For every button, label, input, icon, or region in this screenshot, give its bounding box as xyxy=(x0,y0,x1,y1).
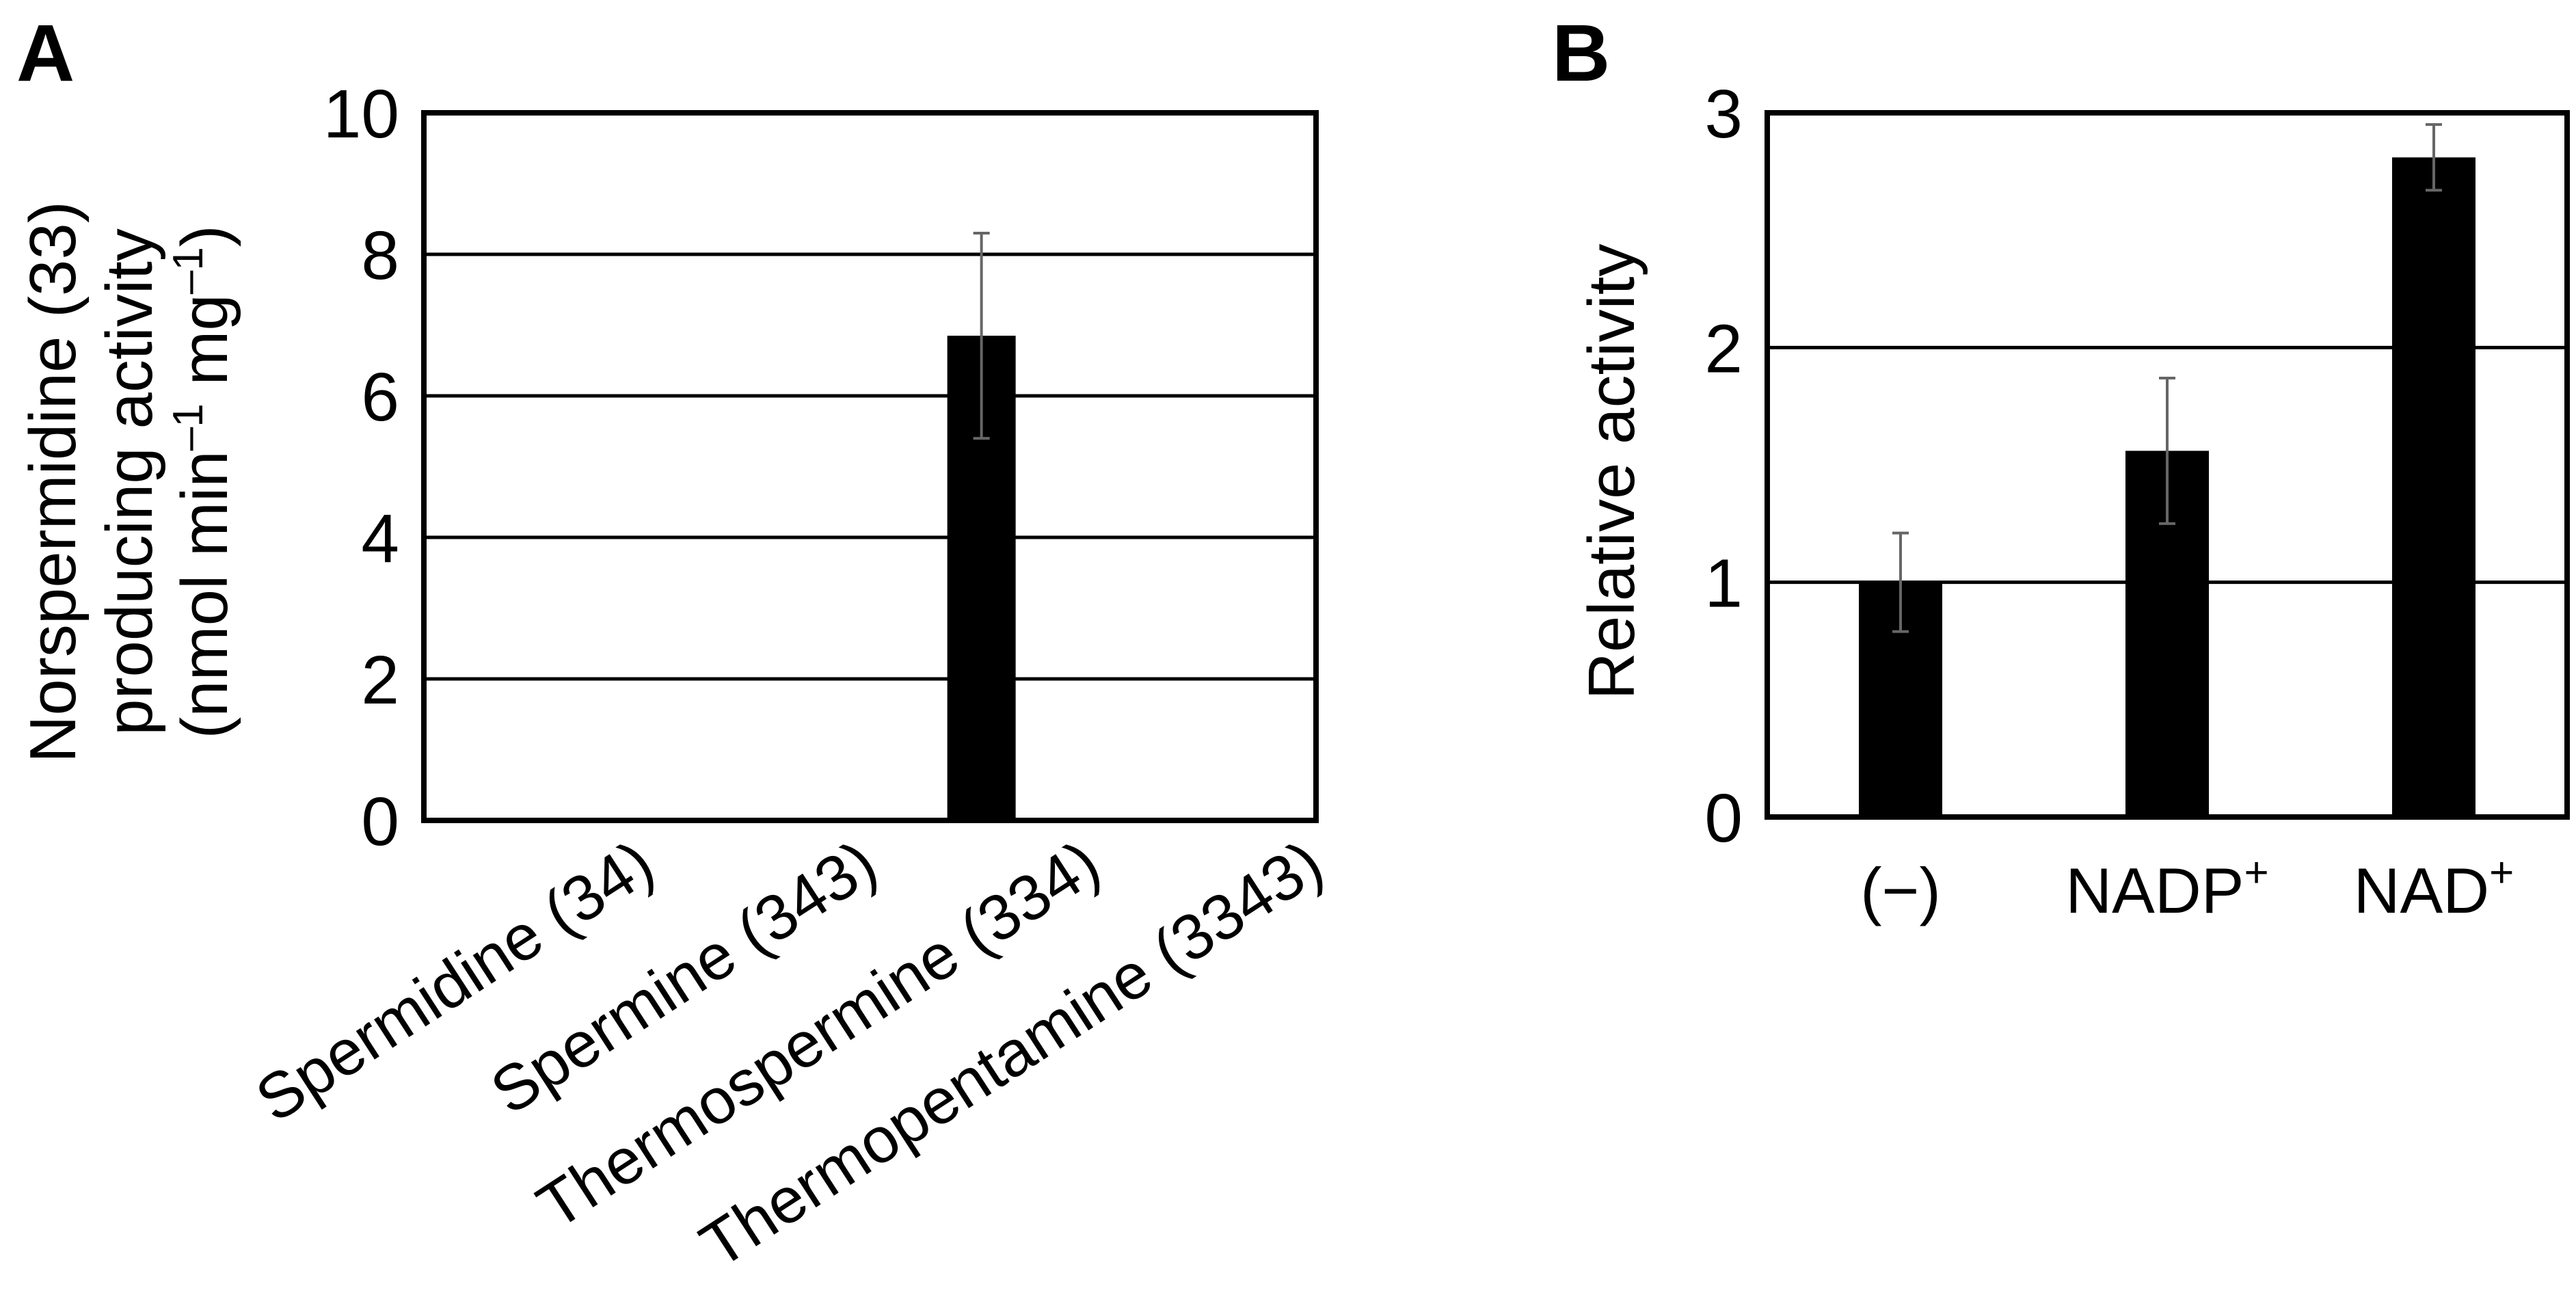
panel-b-category-superscript: + xyxy=(2489,849,2514,896)
panel-a-label: A xyxy=(16,8,75,98)
panel-b-ytick-label: 1 xyxy=(1704,546,1743,622)
panel-b-category-label: NAD+ xyxy=(2354,849,2514,926)
panel-b-ytick-label: 2 xyxy=(1704,310,1743,387)
panel-a-ytick-label: 8 xyxy=(361,217,399,294)
panel-a-y-ticks: 0 2 4 6 8 10 xyxy=(323,76,399,860)
panel-a-ylabel: Norspermidine (33) producing activity (n… xyxy=(16,201,241,763)
panel-a-ytick-label: 6 xyxy=(361,359,399,436)
panel-a-ytick-label: 4 xyxy=(361,500,399,577)
panel-b-category-label: NADP+ xyxy=(2065,849,2268,926)
panel-b-y-ticks: 0 1 2 3 xyxy=(1704,76,1743,857)
panel-a-ytick-label: 10 xyxy=(323,76,399,152)
panel-b-category-label: (−) xyxy=(1860,855,1941,926)
panel-b-bar xyxy=(2392,157,2476,817)
panel-b-label: B xyxy=(1552,8,1610,98)
panel-b-category-text: NADP xyxy=(2065,855,2244,926)
panel-b-ylabel: Relative activity xyxy=(1575,244,1648,700)
panel-a-error-bar xyxy=(973,231,990,440)
panel-b-ytick-label: 3 xyxy=(1704,76,1743,152)
panel-b-ylabel-wrap: Relative activity xyxy=(1575,244,1648,700)
panel-a-ytick-label: 0 xyxy=(361,784,399,860)
panel-a-bars xyxy=(501,231,1239,820)
panel-a-category-label: Spermidine (34) xyxy=(243,827,666,1136)
panel-b-bars xyxy=(1859,123,2476,817)
panel-a: A Norspermidine (33) producing activity … xyxy=(16,8,1335,1281)
panel-a-gridlines xyxy=(424,252,1316,681)
panel-a-ylabel-line2: producing activity xyxy=(93,228,166,736)
panel-b-category-superscript: + xyxy=(2244,849,2268,896)
panel-a-categories: Spermidine (34)Spermine (343)Thermosperm… xyxy=(243,827,1335,1282)
panel-a-ylabel-line3: (nmol min–1 mg–1) xyxy=(165,225,241,738)
panel-b-error-bar xyxy=(1892,531,1909,633)
panel-b-plot-frame xyxy=(1765,110,2570,820)
panel-a-ytick-label: 2 xyxy=(361,642,399,719)
panel-a-ylabel-line1: Norspermidine (33) xyxy=(16,201,90,763)
panel-b-error-bar xyxy=(2426,123,2442,192)
panel-b-error-bar xyxy=(2159,376,2175,525)
panel-b-ytick-label: 0 xyxy=(1704,780,1743,857)
panel-b-category-text: (−) xyxy=(1860,855,1941,926)
panel-a-plot-frame xyxy=(421,110,1319,823)
panel-b-categories: (−) NADP+ NAD+ xyxy=(1860,849,2514,926)
panel-b-category-text: NAD xyxy=(2354,855,2489,926)
